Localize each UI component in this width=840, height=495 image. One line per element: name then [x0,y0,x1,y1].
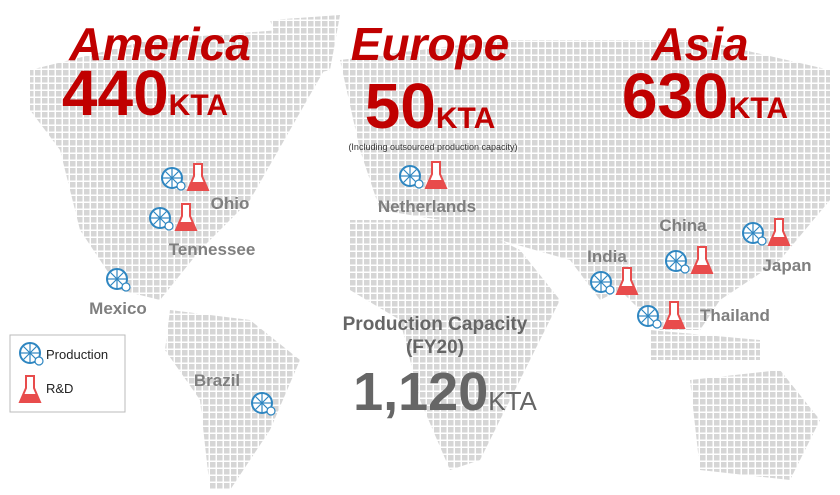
spoke [403,175,411,183]
spoke [746,226,754,234]
gear [605,285,615,295]
spoke [165,171,173,179]
total-title: Production Capacity [343,314,528,335]
spoke [23,346,31,354]
spoke [153,211,161,219]
rnd-icon [18,375,42,403]
location-name: Brazil [194,371,240,390]
gear [414,179,424,189]
legend-label: R&D [46,381,73,396]
location-name: Ohio [211,194,250,213]
rnd-icon [424,161,448,189]
flask-liquid [176,222,196,230]
capacity-value: 50 [365,70,436,142]
location-name: Netherlands [378,197,476,216]
flask-liquid [426,180,446,188]
flask-liquid [617,286,637,294]
production-icon [19,342,44,366]
rnd-icon [767,218,791,246]
capacity-value: 440 [62,57,169,129]
production-icon [665,250,690,274]
rnd-icon [690,246,714,274]
total-period: (FY20) [406,337,464,358]
spoke [116,272,124,280]
gear [680,264,690,274]
spoke [669,260,677,268]
capacity-value: 630 [622,60,729,132]
spoke [153,217,161,225]
spoke [409,169,417,177]
spoke [752,226,760,234]
flask-liquid [692,265,712,273]
spoke [159,211,167,219]
total-unit: KTA [488,386,537,416]
spoke [23,352,31,360]
location-name: Tennessee [169,240,256,259]
production-icon [742,222,767,246]
gear [176,181,186,191]
rnd-icon [174,203,198,231]
location-name: Japan [762,256,811,275]
spoke [165,177,173,185]
location-name: Mexico [89,299,147,318]
rnd-icon [662,301,686,329]
region-note: (Including outsourced production capacit… [348,142,517,152]
flask-liquid [664,320,684,328]
region-name: Europe [351,18,509,70]
region-name: America [68,18,251,70]
gear [652,319,662,329]
total-value: 1,120 [353,362,488,422]
gear [164,221,174,231]
production-icon [590,271,615,295]
spoke [255,402,263,410]
gear [34,356,44,366]
production-icon [399,165,424,189]
location-name: India [587,247,627,266]
spoke [600,275,608,283]
production-icon [161,167,186,191]
spoke [594,275,602,283]
region-capacity: 630KTA [622,60,788,132]
spoke [746,232,754,240]
capacity-unit: KTA [436,102,495,135]
spoke [675,254,683,262]
rnd-icon [186,163,210,191]
flask-liquid [769,237,789,245]
spoke [403,169,411,177]
spoke [647,309,655,317]
spoke [29,346,37,354]
spoke [110,278,118,286]
spoke [110,272,118,280]
world-map [30,15,830,490]
spoke [641,315,649,323]
capacity-unit: KTA [169,89,228,122]
spoke [255,396,263,404]
spoke [171,171,179,179]
location-name: Thailand [700,306,770,325]
production-icon [149,207,174,231]
production-icon [106,268,131,292]
region-capacity: 50KTA [365,70,496,142]
production-icon [637,305,662,329]
flask-liquid [20,394,40,402]
spoke [261,396,269,404]
rnd-icon [615,267,639,295]
production-icon [251,392,276,416]
spoke [669,254,677,262]
legend-label: Production [46,347,108,362]
flask-liquid [188,182,208,190]
total-capacity: 1,120KTA [353,362,537,422]
capacity-unit: KTA [729,92,788,125]
region-capacity: 440KTA [62,57,228,129]
region-name: Asia [650,18,748,70]
spoke [641,309,649,317]
gear [266,406,276,416]
spoke [594,281,602,289]
gear [757,236,767,246]
location-name: China [659,216,707,235]
gear [121,282,131,292]
